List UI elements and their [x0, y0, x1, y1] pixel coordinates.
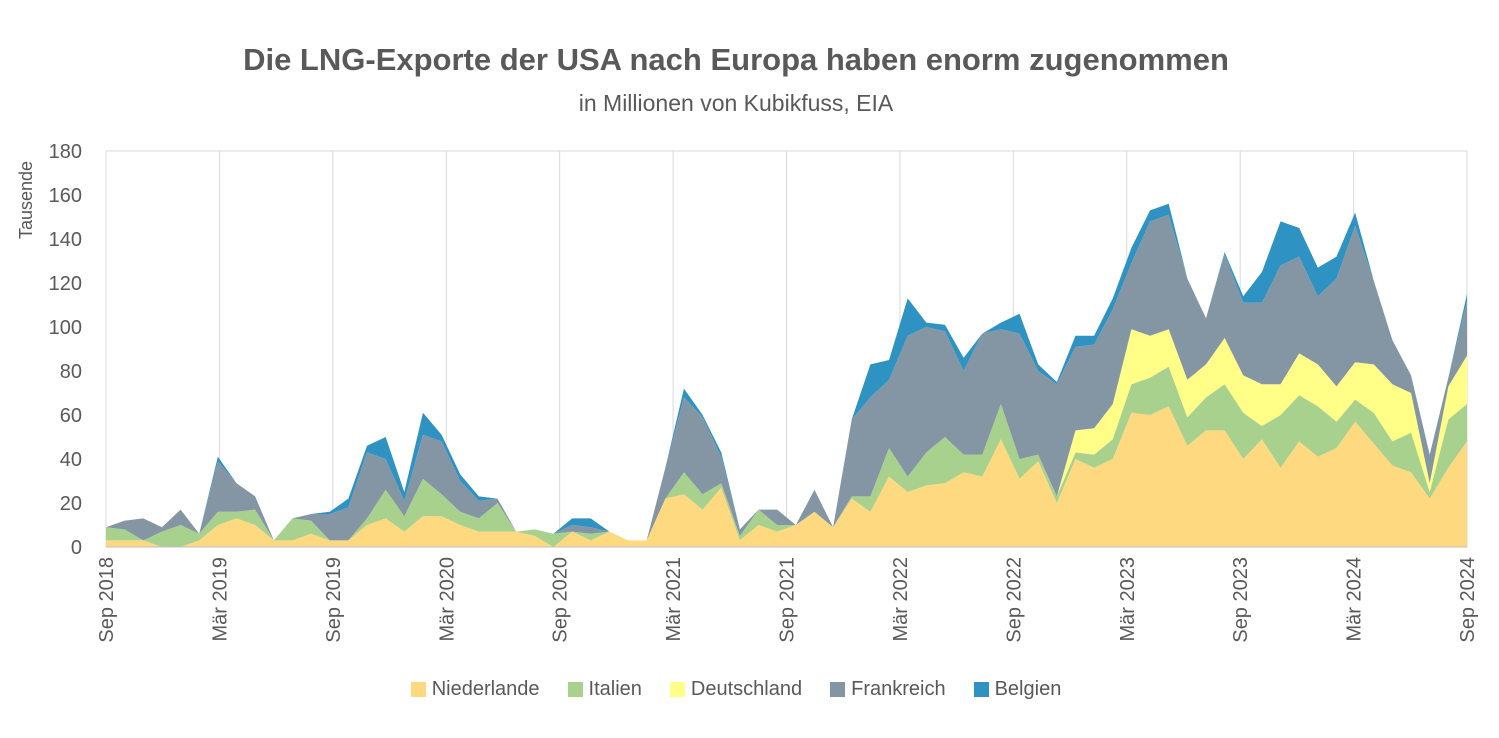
x-tick-label: Mär 2023	[1117, 557, 1139, 642]
y-tick-label: 180	[49, 141, 82, 163]
legend-swatch	[567, 682, 583, 697]
y-axis-title: Tausende	[16, 161, 36, 239]
legend-swatch	[830, 682, 846, 697]
legend-label: Italien	[588, 678, 642, 700]
series-areas	[106, 203, 1467, 547]
x-tick-label: Mär 2024	[1344, 557, 1366, 642]
y-tick-label: 60	[60, 405, 82, 427]
x-tick-label: Sep 2020	[550, 557, 572, 643]
chart-subtitle: in Millionen von Kubikfuss, EIA	[578, 90, 894, 116]
legend-label: Niederlande	[431, 678, 540, 700]
legend-swatch	[410, 682, 426, 697]
legend: Niederlande Italien Deutschland Frankrei…	[0, 678, 1472, 701]
legend-swatch	[669, 682, 685, 697]
legend-item-deutschland: Deutschland	[669, 678, 803, 701]
chart-title: Die LNG-Exporte der USA nach Europa habe…	[243, 42, 1229, 77]
x-tick-label: Sep 2019	[323, 557, 345, 643]
y-tick-label: 100	[49, 317, 82, 339]
y-tick-label: 120	[49, 273, 82, 295]
legend-label: Belgien	[994, 678, 1062, 700]
series-area-italien	[106, 366, 1467, 547]
x-tick-label: Sep 2022	[1003, 557, 1025, 643]
legend-label: Frankreich	[851, 678, 946, 700]
x-tick-label: Sep 2018	[96, 557, 118, 643]
x-tick-label: Sep 2023	[1230, 557, 1252, 643]
y-tick-label: 20	[60, 493, 82, 515]
y-tick-label: 0	[71, 537, 82, 559]
series-area-deutschland	[106, 329, 1467, 541]
x-tick-label: Mär 2020	[436, 557, 458, 642]
area-chart: 0 20 40 60 80 100 120 140 160 180 Tausende Sep 2018…	[16, 141, 1479, 643]
legend-swatch	[973, 682, 989, 697]
x-tick-label: Mär 2019	[209, 557, 231, 642]
y-tick-label: 140	[49, 229, 82, 251]
legend-item-italien: Italien	[567, 678, 642, 701]
series-area-frankreich	[106, 214, 1467, 541]
x-tick-label: Mär 2021	[663, 557, 685, 642]
axes: 0 20 40 60 80 100 120 140 160 180 Tausende Sep 2018…	[16, 141, 1479, 643]
y-tick-label: 40	[60, 449, 82, 471]
y-tick-label: 160	[49, 185, 82, 207]
legend-label: Deutschland	[690, 678, 803, 700]
x-tick-label: Sep 2024	[1457, 557, 1479, 643]
series-area-niederlande	[106, 406, 1467, 547]
legend-item-niederlande: Niederlande	[410, 678, 540, 701]
y-tick-label: 80	[60, 361, 82, 383]
legend-item-belgien: Belgien	[973, 678, 1062, 701]
x-tick-label: Sep 2021	[777, 557, 799, 643]
x-tick-label: Mär 2022	[890, 557, 912, 642]
legend-item-frankreich: Frankreich	[830, 678, 946, 701]
